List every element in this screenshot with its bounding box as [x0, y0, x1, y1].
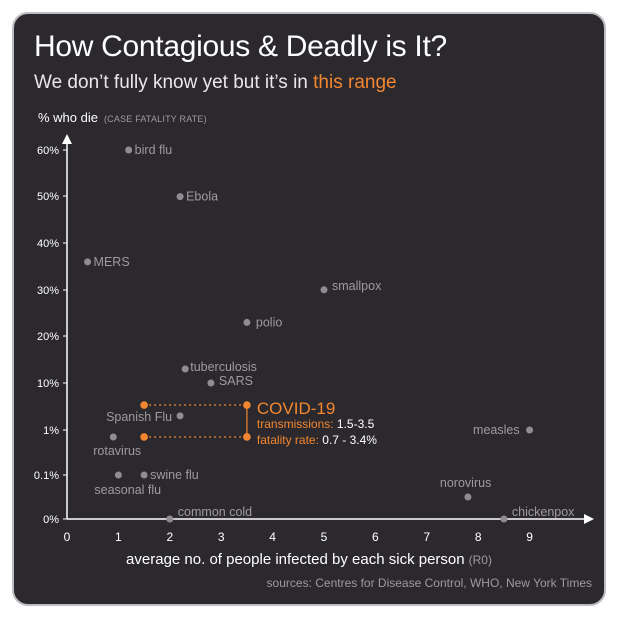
covid-transmissions: transmissions: 1.5-3.5	[257, 417, 375, 431]
point-label: rotavirus	[93, 444, 141, 458]
x-axis-label: average no. of people infected by each s…	[0, 551, 618, 568]
data-point	[114, 471, 122, 479]
y-axis-label: % who die (CASE FATALITY RATE)	[38, 110, 207, 125]
covid-range-point	[140, 433, 148, 441]
data-point	[320, 286, 328, 294]
y-tick-label: 10%	[37, 378, 59, 390]
x-tick-label: 3	[218, 530, 225, 544]
chart-card	[12, 12, 606, 606]
data-point	[243, 318, 251, 326]
point-label: MERS	[94, 255, 130, 269]
y-axis-arrow-icon	[62, 134, 72, 144]
y-axis-title: % who die	[38, 110, 98, 125]
data-point	[181, 365, 189, 373]
x-tick-label: 4	[269, 530, 276, 544]
x-tick-label: 7	[423, 530, 430, 544]
x-tick-label: 5	[321, 530, 328, 544]
point-label: seasonal flu	[94, 483, 161, 497]
point-label: chickenpox	[512, 505, 575, 519]
subtitle-text: We don’t fully know yet but it’s in	[34, 72, 314, 93]
point-label: Spanish Flu	[106, 410, 172, 424]
data-point	[140, 471, 148, 479]
x-axis-unit: (R0)	[468, 553, 492, 567]
point-label: smallpox	[332, 279, 382, 293]
x-tick-label: 6	[372, 530, 379, 544]
covid-fatality-rate: fatality rate: 0.7 - 3.4%	[257, 433, 377, 447]
point-label: tuberculosis	[190, 360, 257, 374]
y-tick-label: 60%	[37, 145, 59, 157]
y-tick-label: 40%	[37, 238, 59, 250]
data-point	[500, 515, 508, 523]
data-point	[166, 515, 174, 523]
data-point	[464, 493, 472, 501]
y-tick-label: 0.1%	[34, 470, 59, 482]
y-tick-label: 50%	[37, 191, 59, 203]
x-axis-title: average no. of people infected by each s…	[126, 551, 465, 568]
covid-range-point	[243, 433, 251, 441]
covid-range-point	[140, 401, 148, 409]
x-tick-label: 0	[64, 530, 71, 544]
y-tick-label: 1%	[43, 425, 59, 437]
chart-title: How Contagious & Deadly is It?	[34, 30, 447, 63]
point-label: polio	[256, 315, 282, 329]
point-label: norovirus	[440, 476, 491, 490]
point-label: SARS	[219, 374, 253, 388]
point-label: common cold	[178, 505, 252, 519]
data-point	[176, 193, 184, 201]
chart-subtitle: We don’t fully know yet but it’s in this…	[34, 72, 397, 94]
point-label: swine flu	[150, 468, 199, 482]
data-point	[125, 146, 133, 154]
point-label: bird flu	[135, 143, 173, 157]
data-point	[526, 426, 534, 434]
x-tick-label: 2	[166, 530, 173, 544]
data-point	[207, 379, 215, 387]
y-axis-note: (CASE FATALITY RATE)	[103, 114, 207, 124]
covid-label: COVID-19	[257, 399, 335, 418]
point-label: Ebola	[186, 190, 218, 204]
y-tick-label: 0%	[43, 514, 59, 526]
data-point	[176, 412, 184, 420]
data-point	[84, 258, 92, 266]
x-tick-label: 1	[115, 530, 122, 544]
sources-note: sources: Centres for Disease Control, WH…	[266, 576, 592, 590]
data-point	[109, 433, 117, 441]
point-label: measles	[473, 423, 520, 437]
x-tick-label: 8	[475, 530, 482, 544]
covid-range-point	[243, 401, 251, 409]
x-axis-arrow-icon	[584, 514, 594, 524]
y-tick-label: 30%	[37, 285, 59, 297]
x-tick-label: 9	[526, 530, 533, 544]
y-tick-label: 20%	[37, 331, 59, 343]
subtitle-highlight: this range	[313, 72, 397, 93]
